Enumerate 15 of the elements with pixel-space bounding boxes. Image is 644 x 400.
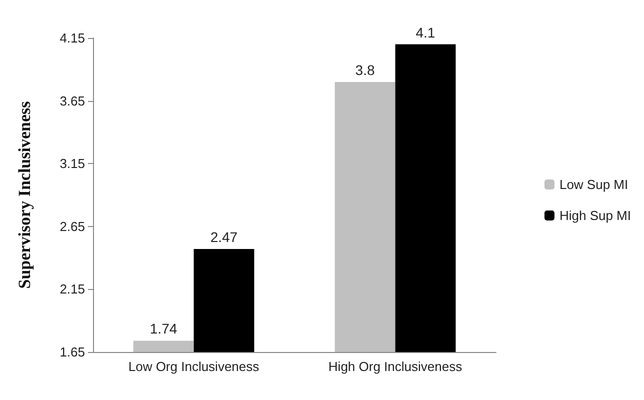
data-label: 4.1	[416, 24, 436, 40]
y-tick-label: 4.15	[60, 30, 85, 46]
y-tick-label: 3.65	[60, 93, 85, 108]
data-label: 3.8	[355, 62, 375, 78]
data-label: 2.47	[210, 229, 238, 246]
y-tick-label: 2.15	[60, 282, 85, 297]
y-axis-title: Supervisory Inclusiveness	[15, 100, 34, 289]
data-label: 1.74	[150, 320, 178, 337]
y-tick-label: 1.65	[60, 344, 85, 360]
y-tick-label: 2.65	[60, 218, 85, 234]
legend-label: Low Sup MI	[559, 177, 628, 192]
x-tick-label: Low Org Inclusiveness	[128, 359, 260, 374]
y-tick-label: 3.15	[60, 156, 85, 172]
x-tick-label: High Org Inclusiveness	[328, 359, 463, 374]
legend-label: High Sup MI	[559, 208, 632, 223]
